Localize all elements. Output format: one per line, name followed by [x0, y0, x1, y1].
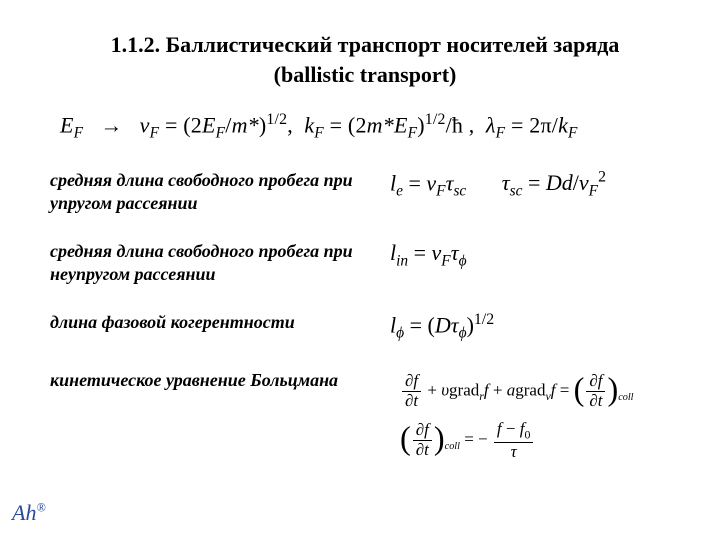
boltzmann-line2: ( ∂f ∂t )coll = − f − f0 τ	[400, 418, 634, 463]
label-phase: длина фазовой когерентности	[50, 311, 390, 334]
row-boltzmann: кинетическое уравнение Больцмана ∂f ∂t +…	[50, 369, 680, 463]
eq-boltzmann: ∂f ∂t + υgradrf + agradvf = ( ∂f ∂t )col…	[400, 369, 634, 463]
eq-lphi: lϕ = (Dτϕ)1/2	[390, 311, 680, 343]
row-elastic: средняя длина свободного пробега при упр…	[50, 169, 680, 214]
row-phase: длина фазовой когерентности lϕ = (Dτϕ)1/…	[50, 311, 680, 343]
slide: 1.1.2. Баллистический транспорт носителе…	[0, 0, 720, 540]
title-en: (ballistic transport)	[274, 62, 457, 87]
title-ru: Баллистический транспорт носителей заряд…	[166, 32, 620, 57]
label-inelastic: средняя длина свободного пробега при неу…	[50, 240, 390, 285]
label-elastic: средняя длина свободного пробега при упр…	[50, 169, 390, 214]
page-title: 1.1.2. Баллистический транспорт носителе…	[50, 30, 680, 89]
boltzmann-line1: ∂f ∂t + υgradrf + agradvf = ( ∂f ∂t )col…	[400, 369, 634, 414]
section-number: 1.1.2.	[111, 32, 161, 57]
eq-tausc: τsc = Dd/vF2	[502, 170, 606, 195]
label-boltzmann: кинетическое уравнение Больцмана	[50, 369, 400, 392]
eq-le: le = vFτsc τsc = Dd/vF2	[390, 169, 680, 201]
main-equation: EF → vF = (2EF/m*)1/2, kF = (2m*EF)1/2/ħ…	[60, 111, 680, 143]
logo: Ah®	[12, 500, 46, 526]
row-inelastic: средняя длина свободного пробега при неу…	[50, 240, 680, 285]
eq-lin: lin = vFτϕ	[390, 240, 680, 270]
